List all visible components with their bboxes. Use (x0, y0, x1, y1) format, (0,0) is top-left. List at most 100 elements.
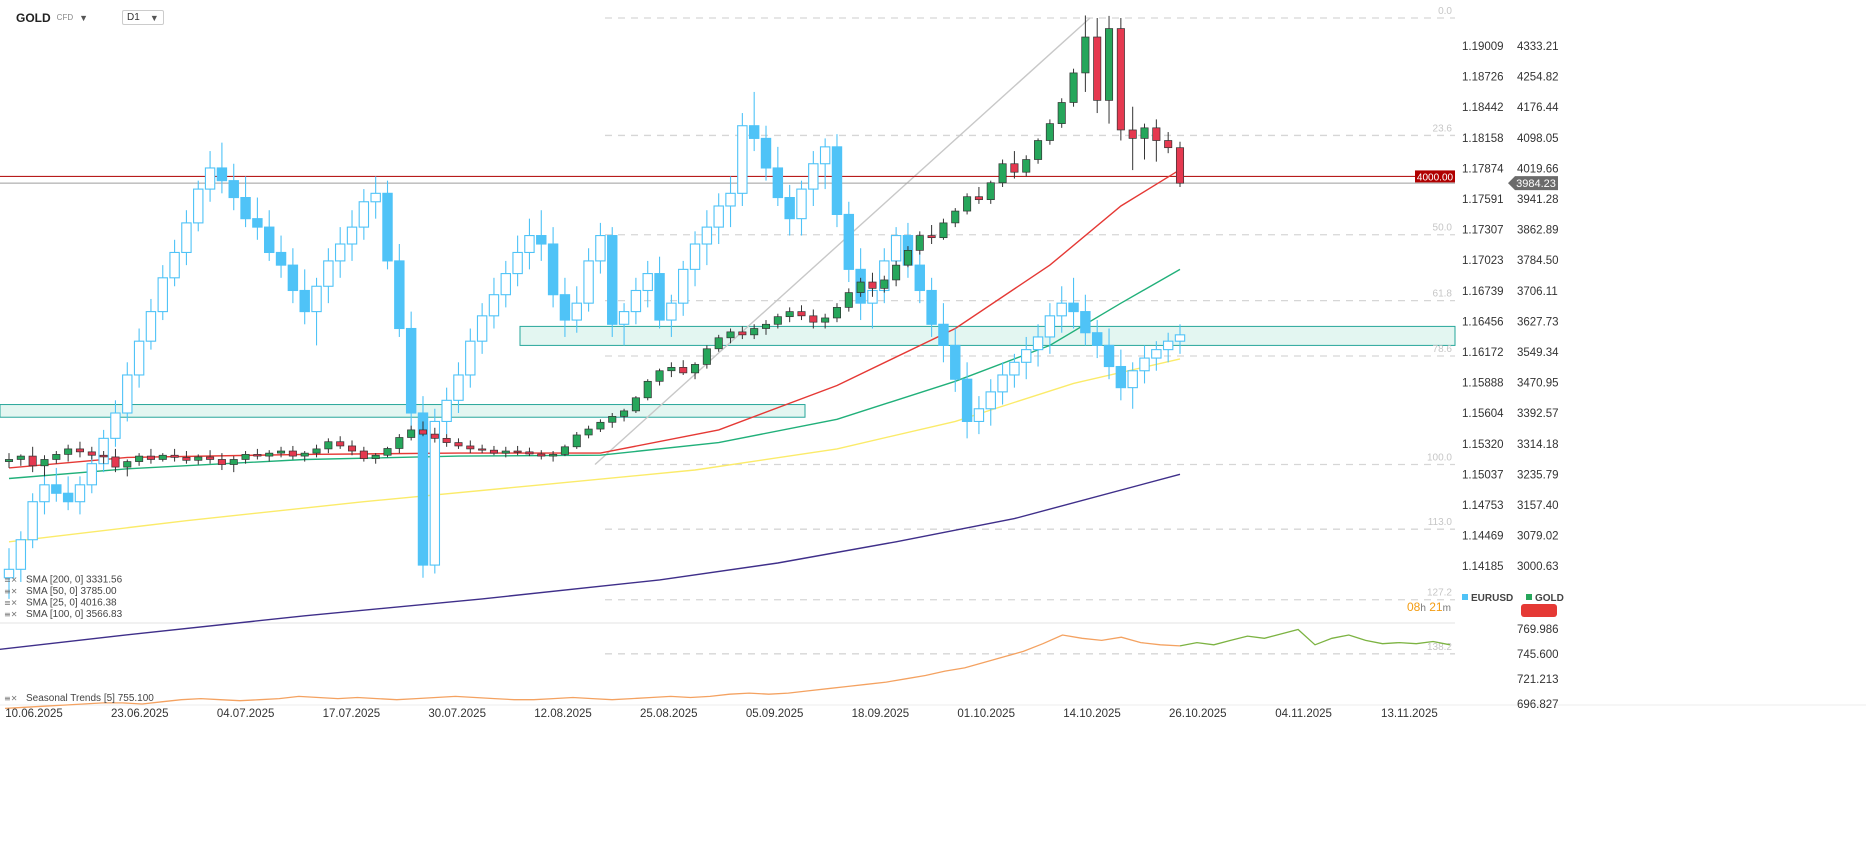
gold-candle-body (64, 448, 73, 455)
sub-axis-tick: 769.986 (1517, 624, 1559, 636)
eurusd-candle-body (547, 243, 559, 296)
eurusd-candle-body (796, 188, 807, 220)
eurusd-candle-body (86, 463, 98, 486)
date-axis-tick: 12.08.2025 (534, 708, 592, 720)
symbol-dropdown-icon[interactable]: ▼ (79, 12, 89, 23)
eurusd-candle-body (264, 226, 275, 254)
sub-axis-tick: 696.827 (1517, 699, 1559, 711)
eurusd-candle-body (133, 340, 145, 376)
date-axis-tick: 13.11.2025 (1381, 708, 1438, 720)
date-axis-tick: 25.08.2025 (640, 708, 698, 720)
gold-candle-body (1093, 36, 1102, 101)
seasonal-trend-past-line (4, 634, 1181, 710)
indicator-settings-icon: ≡✕ (4, 587, 17, 596)
eurusd-candle-body (1151, 349, 1162, 359)
eurusd-axis-tick: 1.18726 (1462, 72, 1504, 84)
eurusd-candle-body (985, 391, 996, 410)
gold-candle-body (667, 367, 676, 372)
support-zone (519, 325, 1456, 346)
eurusd-candle-body (725, 192, 736, 207)
gold-axis-tick: 3314.18 (1517, 439, 1559, 451)
gold-candle-body (655, 370, 664, 382)
countdown-timer: 08h 21m (1407, 600, 1451, 614)
eurusd-candle-body (1115, 365, 1127, 389)
eurusd-candle-body (358, 201, 370, 228)
gold-candle-body (383, 448, 392, 456)
gold-candle-body (418, 429, 428, 435)
chart-header: GOLD CFD ▼ D1 ▼ (16, 10, 164, 25)
eurusd-candle-body (228, 180, 239, 199)
gold-axis-tick: 3784.50 (1517, 255, 1559, 267)
eurusd-candle-body (382, 192, 393, 262)
legend-gold-swatch (1526, 594, 1532, 600)
eurusd-axis-tick: 1.17874 (1462, 163, 1504, 175)
fib-level-label: 113.0 (1428, 517, 1453, 528)
eurusd-candle-body (370, 192, 381, 203)
eurusd-candle-body (748, 125, 760, 139)
eurusd-candle-body (252, 218, 263, 228)
eurusd-candle-body (3, 568, 15, 579)
eurusd-candle-body (642, 273, 653, 292)
gold-candle-body (714, 337, 723, 350)
gold-candle-body (702, 348, 711, 365)
gold-candle-body (1128, 129, 1137, 139)
gold-candle-body (998, 163, 1007, 184)
eurusd-axis-tick: 1.17023 (1462, 255, 1504, 267)
gold-candle-body (773, 316, 782, 325)
gold-candle-body (963, 196, 972, 212)
eurusd-candle-body (157, 277, 168, 313)
eurusd-candle-body (216, 167, 228, 182)
gold-candle-body (986, 182, 995, 201)
eurusd-candle-body (429, 420, 441, 566)
eurusd-candle-body (1174, 334, 1186, 342)
gold-candle-body (277, 450, 286, 454)
gold-candle-body (454, 442, 463, 447)
fib-level-label: 23.6 (1433, 123, 1453, 134)
gold-candle-body (620, 410, 629, 417)
fib-trend-line (594, 17, 1091, 466)
eurusd-candle-body (1068, 302, 1079, 313)
timeframe-select[interactable]: D1 ▼ (122, 10, 164, 25)
gold-candle-body (407, 429, 416, 438)
fib-level-label: 61.8 (1433, 289, 1453, 300)
eurusd-candle-body (51, 484, 62, 494)
eurusd-candle-body (808, 163, 819, 190)
gold-candle-body (1081, 36, 1090, 74)
gold-axis-tick: 3549.34 (1517, 347, 1559, 359)
gold-candle-body (300, 452, 309, 457)
support-zone (0, 404, 806, 418)
gold-candle-body (1057, 102, 1066, 124)
eurusd-axis-tick: 1.16456 (1462, 316, 1504, 328)
eurusd-candle-body (950, 344, 961, 380)
gold-candle-body (844, 292, 853, 308)
sma-25-line (8, 169, 1181, 469)
current-price-marker-bg (1508, 176, 1558, 191)
gold-candle-body (324, 441, 333, 450)
seasonal-trend-future-line (1179, 628, 1451, 647)
gold-axis-tick: 3000.63 (1517, 561, 1559, 573)
indicator-settings-icon: ≡✕ (4, 694, 17, 703)
eurusd-axis-tick: 1.15037 (1462, 469, 1504, 481)
gold-candle-body (691, 364, 700, 374)
eurusd-candle-body (287, 264, 299, 292)
gold-candle-body (892, 264, 901, 281)
gold-candle-body (28, 455, 37, 467)
eurusd-candle-body (122, 374, 133, 414)
gold-axis-tick: 3079.02 (1517, 531, 1559, 543)
gold-candle-body (217, 459, 226, 465)
eurusd-candle-body (1044, 315, 1056, 338)
gold-candle-body (253, 454, 262, 457)
eurusd-candle-body (1021, 349, 1032, 363)
date-axis-tick: 05.09.2025 (746, 708, 804, 720)
gold-candle-body (608, 416, 617, 423)
symbol-name[interactable]: GOLD (16, 10, 51, 25)
eurusd-axis-tick: 1.17591 (1462, 194, 1504, 206)
eurusd-axis-tick: 1.16739 (1462, 286, 1504, 298)
eurusd-candle-body (417, 412, 429, 566)
date-axis-tick: 30.07.2025 (428, 708, 486, 720)
gold-axis-tick: 3470.95 (1517, 378, 1559, 390)
gold-axis-tick: 4333.21 (1517, 41, 1559, 53)
symbol-type: CFD (56, 13, 74, 22)
gold-candle-body (785, 311, 794, 318)
